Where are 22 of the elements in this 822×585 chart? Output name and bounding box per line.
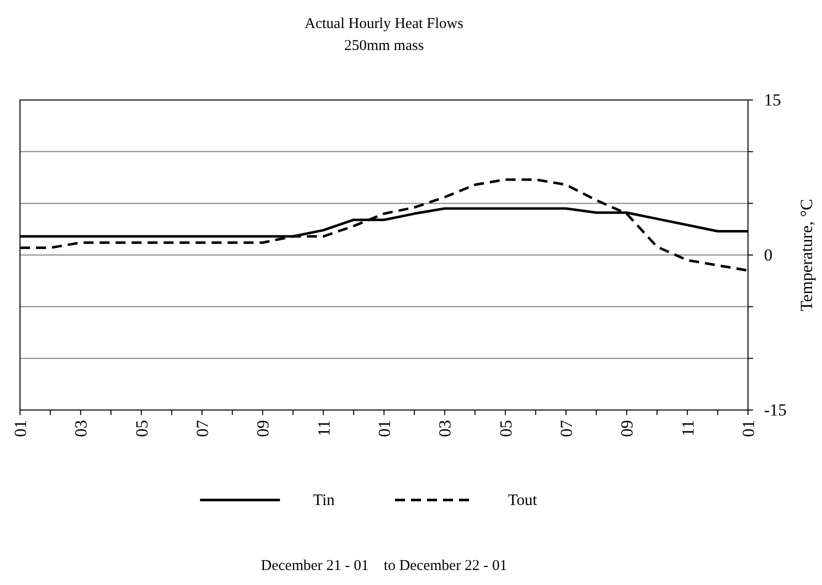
x-tick-label: 11 bbox=[678, 420, 698, 436]
chart-title: Actual Hourly Heat Flows bbox=[304, 16, 464, 32]
x-tick-label: 01 bbox=[738, 420, 758, 437]
chart-subtitle: 250mm mass bbox=[344, 38, 424, 54]
x-tick-label: 11 bbox=[314, 420, 334, 436]
x-tick-label: 09 bbox=[618, 420, 637, 437]
x-tick-label: 07 bbox=[556, 420, 576, 437]
x-tick-label: 09 bbox=[254, 420, 273, 437]
x-tick-label: 03 bbox=[72, 420, 91, 437]
x-tick-label: 01 bbox=[374, 420, 394, 437]
x-tick-label: 01 bbox=[10, 420, 30, 437]
y-tick-label: -15 bbox=[764, 400, 787, 420]
legend-label: Tout bbox=[508, 492, 538, 509]
text: December 21 - 01 to December 22 - 01 bbox=[260, 558, 508, 574]
x-tick-label: 07 bbox=[192, 420, 212, 437]
legend-label: Tin bbox=[313, 492, 335, 509]
y-tick-label: 0 bbox=[764, 245, 772, 264]
y-tick-label: 15 bbox=[764, 90, 781, 110]
x-tick-label: 05 bbox=[496, 420, 516, 437]
x-tick-label: 05 bbox=[132, 420, 152, 437]
x-tick-label: 03 bbox=[436, 420, 455, 437]
y-axis-title: Temperature, °C bbox=[797, 198, 816, 312]
